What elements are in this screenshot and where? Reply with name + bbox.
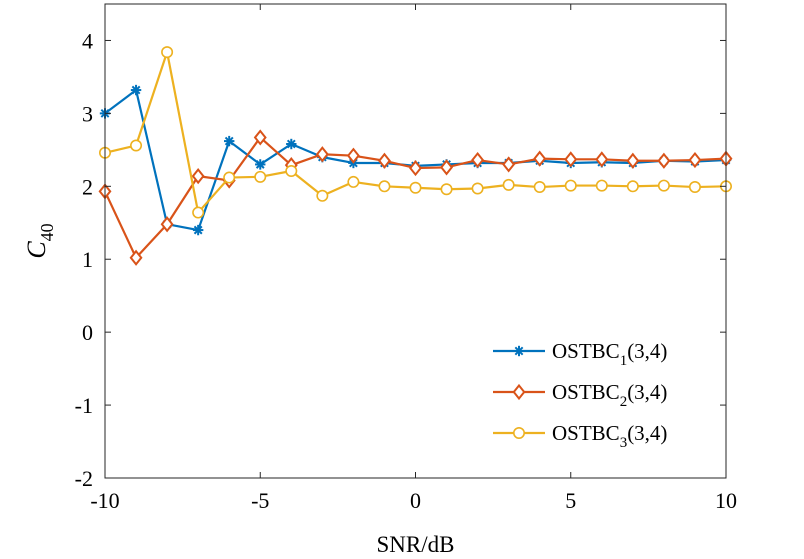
series-2-point xyxy=(315,146,329,163)
series-3-point xyxy=(440,183,453,196)
series-3-point xyxy=(316,189,329,202)
x-tick-label: 10 xyxy=(715,488,737,513)
y-tick-label: 0 xyxy=(82,320,93,345)
x-axis-label: SNR/dB xyxy=(377,532,455,557)
series-2-point xyxy=(440,159,454,176)
series-3-point xyxy=(285,164,298,177)
legend-swatch-marker-stroke xyxy=(514,346,524,356)
legend-label-suffix: (3,4) xyxy=(627,421,667,445)
series-3-point xyxy=(254,170,267,183)
legend-label: OSTBC3(3,4) xyxy=(552,421,667,451)
y-tick-label: -2 xyxy=(75,466,93,491)
series-2-point xyxy=(688,151,702,169)
series-1-point-stroke xyxy=(193,225,203,235)
series-2-point xyxy=(377,152,391,169)
series-3-point xyxy=(595,179,608,192)
x-tick-label: -10 xyxy=(90,488,119,513)
y-tick-label: 3 xyxy=(82,101,93,126)
series-1-point xyxy=(286,138,297,150)
series-3-point xyxy=(409,181,422,194)
series-layer xyxy=(98,46,733,266)
legend: OSTBC1(3,4)OSTBC2(3,4)OSTBC3(3,4) xyxy=(493,339,667,451)
x-tick-label: 5 xyxy=(565,488,576,513)
series-3-point xyxy=(564,179,577,192)
series-3-point xyxy=(161,46,174,59)
legend-entry-3: OSTBC3(3,4) xyxy=(493,421,667,451)
series-1-point xyxy=(130,84,142,96)
series-3-point xyxy=(130,139,143,152)
series-1-point xyxy=(192,224,204,236)
series-2-point xyxy=(595,151,609,168)
series-1-point xyxy=(224,135,235,147)
series-2-point xyxy=(191,167,205,185)
y-axis-label-sub: 40 xyxy=(37,223,57,241)
legend-entry-2: OSTBC2(3,4) xyxy=(493,380,667,410)
series-2 xyxy=(98,129,733,266)
series-2-point xyxy=(160,216,174,233)
series-1-point-stroke xyxy=(224,136,234,146)
series-3-point xyxy=(533,181,546,194)
y-tick-label: 2 xyxy=(82,174,93,199)
series-3-point xyxy=(688,181,701,194)
legend-label-suffix: (3,4) xyxy=(627,339,667,363)
legend-label-main: OSTBC xyxy=(552,380,620,404)
series-3-point xyxy=(192,206,205,219)
y-axis-label: C40 xyxy=(22,223,57,258)
legend-swatch-marker xyxy=(513,345,525,357)
series-2-point xyxy=(409,159,422,177)
y-tick-label: 1 xyxy=(82,247,93,272)
series-2-point xyxy=(471,151,485,169)
legend-label-sub: 1 xyxy=(620,353,628,369)
series-3-point xyxy=(657,179,670,192)
series-3-point xyxy=(502,178,515,191)
series-2-point xyxy=(657,152,671,169)
series-2-point xyxy=(564,151,578,168)
series-1-point-stroke xyxy=(131,85,141,95)
legend-label-main: OSTBC xyxy=(552,339,620,363)
legend-label: OSTBC2(3,4) xyxy=(552,380,667,410)
series-2-point xyxy=(253,129,267,146)
series-3-point xyxy=(223,171,236,184)
plot-area xyxy=(105,4,726,478)
series-2-point xyxy=(502,156,516,173)
series-2-point xyxy=(533,150,547,167)
legend-label-main: OSTBC xyxy=(552,421,620,445)
y-axis-label-main: C xyxy=(22,241,51,259)
series-3-point xyxy=(347,175,360,188)
series-1-point-stroke xyxy=(286,139,296,149)
legend-swatch-marker xyxy=(512,426,525,439)
plot-background xyxy=(105,4,726,478)
x-tick-label: -5 xyxy=(251,488,269,513)
series-3-point xyxy=(626,180,639,193)
legend-label-suffix: (3,4) xyxy=(627,380,667,404)
series-3-point xyxy=(378,180,391,193)
legend-label-sub: 2 xyxy=(620,394,628,410)
series-1-point-stroke xyxy=(255,160,265,169)
series-2-point xyxy=(129,249,143,266)
legend-entry-1: OSTBC1(3,4) xyxy=(493,339,667,369)
x-tick-label: 0 xyxy=(410,488,421,513)
y-tick-label: -1 xyxy=(75,393,93,418)
legend-label: OSTBC1(3,4) xyxy=(552,339,667,369)
legend-swatch-marker xyxy=(512,383,526,401)
series-1-point xyxy=(255,159,266,170)
series-2-point xyxy=(346,147,360,164)
series-2-point xyxy=(626,152,640,169)
series-3-point xyxy=(471,182,484,195)
y-tick-label: 4 xyxy=(82,28,93,53)
legend-label-sub: 3 xyxy=(620,435,628,451)
